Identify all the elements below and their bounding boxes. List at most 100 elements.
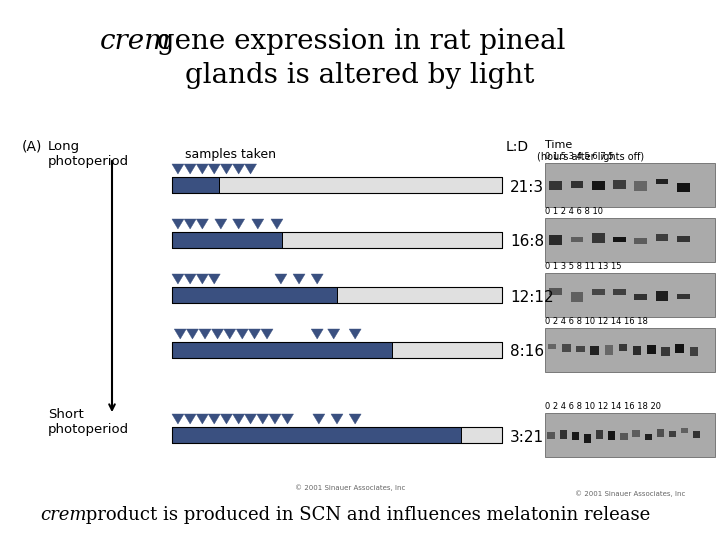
Bar xyxy=(172,287,337,303)
Polygon shape xyxy=(184,274,196,284)
Bar xyxy=(634,294,647,300)
Bar xyxy=(655,179,668,184)
Bar xyxy=(655,291,668,301)
Bar xyxy=(605,345,613,355)
Text: 16:8: 16:8 xyxy=(510,234,544,249)
Bar xyxy=(337,287,502,303)
Text: Long
photoperiod: Long photoperiod xyxy=(48,140,129,168)
Polygon shape xyxy=(233,414,245,424)
Bar xyxy=(677,294,690,299)
Polygon shape xyxy=(311,329,323,339)
Polygon shape xyxy=(220,414,233,424)
Bar xyxy=(172,232,282,248)
Polygon shape xyxy=(208,414,220,424)
Bar xyxy=(172,342,392,358)
Polygon shape xyxy=(212,329,223,339)
Polygon shape xyxy=(186,329,199,339)
Bar xyxy=(559,430,567,439)
Bar xyxy=(613,289,626,295)
Bar xyxy=(172,427,461,443)
Bar xyxy=(590,346,599,355)
Polygon shape xyxy=(261,329,273,339)
Bar xyxy=(693,431,701,438)
Text: L:D: L:D xyxy=(506,140,529,154)
Polygon shape xyxy=(172,274,184,284)
Bar xyxy=(576,347,585,352)
Text: 0 1 2 4 6 8 10: 0 1 2 4 6 8 10 xyxy=(545,207,603,216)
Bar xyxy=(592,289,605,295)
Bar xyxy=(681,428,688,433)
Bar xyxy=(172,287,502,303)
Polygon shape xyxy=(220,164,233,174)
Polygon shape xyxy=(174,329,186,339)
Bar xyxy=(677,235,690,242)
Polygon shape xyxy=(257,414,269,424)
Polygon shape xyxy=(245,414,256,424)
Bar xyxy=(570,237,583,242)
Polygon shape xyxy=(172,219,184,229)
Bar xyxy=(634,181,647,191)
Bar xyxy=(675,344,684,353)
Polygon shape xyxy=(197,274,208,284)
Bar xyxy=(549,288,562,295)
Bar xyxy=(549,235,562,245)
Bar xyxy=(634,238,647,244)
Bar xyxy=(570,292,583,302)
Polygon shape xyxy=(248,329,261,339)
Polygon shape xyxy=(172,164,184,174)
Polygon shape xyxy=(233,219,245,229)
Polygon shape xyxy=(252,219,264,229)
Polygon shape xyxy=(172,414,184,424)
Bar xyxy=(633,346,642,355)
Polygon shape xyxy=(184,219,196,229)
Bar xyxy=(547,431,554,439)
Bar xyxy=(621,433,628,440)
Bar xyxy=(461,427,502,443)
Bar xyxy=(172,177,219,193)
Bar xyxy=(562,343,570,353)
Text: crem: crem xyxy=(40,506,86,524)
Polygon shape xyxy=(311,274,323,284)
Polygon shape xyxy=(275,274,287,284)
Polygon shape xyxy=(224,329,235,339)
Bar xyxy=(572,433,579,440)
Bar xyxy=(592,180,605,190)
Bar xyxy=(570,181,583,188)
Text: 3:21: 3:21 xyxy=(510,429,544,444)
Polygon shape xyxy=(349,414,361,424)
Bar xyxy=(172,342,502,358)
Polygon shape xyxy=(184,414,196,424)
Text: Time: Time xyxy=(545,140,572,150)
Polygon shape xyxy=(199,329,211,339)
Bar xyxy=(282,232,502,248)
Bar xyxy=(644,434,652,440)
Text: 12:12: 12:12 xyxy=(510,289,554,305)
Bar xyxy=(545,413,715,457)
Polygon shape xyxy=(331,414,343,424)
Text: Short
photoperiod: Short photoperiod xyxy=(48,408,129,436)
Text: crem: crem xyxy=(100,28,171,55)
Bar xyxy=(618,343,627,351)
Bar xyxy=(655,234,668,241)
Bar xyxy=(545,218,715,262)
Bar xyxy=(647,346,655,354)
Text: 0 1.5 3 4.5 6 7.5: 0 1.5 3 4.5 6 7.5 xyxy=(545,152,613,161)
Text: (A): (A) xyxy=(22,140,42,154)
Polygon shape xyxy=(208,274,220,284)
Bar xyxy=(690,347,698,356)
Text: © 2001 Sinauer Associates, Inc: © 2001 Sinauer Associates, Inc xyxy=(294,484,405,491)
Bar xyxy=(669,431,676,437)
Bar xyxy=(608,431,616,441)
Polygon shape xyxy=(245,164,256,174)
Polygon shape xyxy=(293,274,305,284)
Text: 0 2 4 6 8 10 12 14 16 18 20: 0 2 4 6 8 10 12 14 16 18 20 xyxy=(545,402,661,411)
Polygon shape xyxy=(313,414,325,424)
Bar xyxy=(596,430,603,439)
Bar xyxy=(549,181,562,190)
Bar xyxy=(172,232,502,248)
Polygon shape xyxy=(269,414,281,424)
Polygon shape xyxy=(236,329,248,339)
Bar xyxy=(545,328,715,372)
Bar xyxy=(392,342,502,358)
Bar xyxy=(632,430,639,437)
